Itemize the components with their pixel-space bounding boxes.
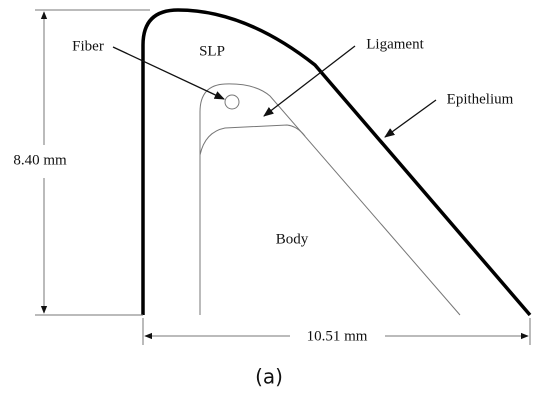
body-outline (200, 84, 460, 315)
diagram: 8.40 mm 10.51 mm Fiber SLP Ligament Epit… (0, 0, 539, 401)
width-label: 10.51 mm (307, 328, 368, 344)
fiber (225, 95, 239, 109)
slp-label: SLP (199, 43, 225, 59)
ligament-label: Ligament (366, 36, 424, 52)
ligament-leader (264, 46, 355, 116)
fiber-label: Fiber (72, 38, 104, 54)
height-label: 8.40 mm (13, 152, 67, 168)
ligament-outline (200, 125, 305, 155)
caption: (a) (255, 365, 283, 389)
epithelium-label: Epithelium (447, 91, 514, 107)
body-label: Body (276, 231, 309, 247)
epithelium-leader (385, 100, 436, 137)
